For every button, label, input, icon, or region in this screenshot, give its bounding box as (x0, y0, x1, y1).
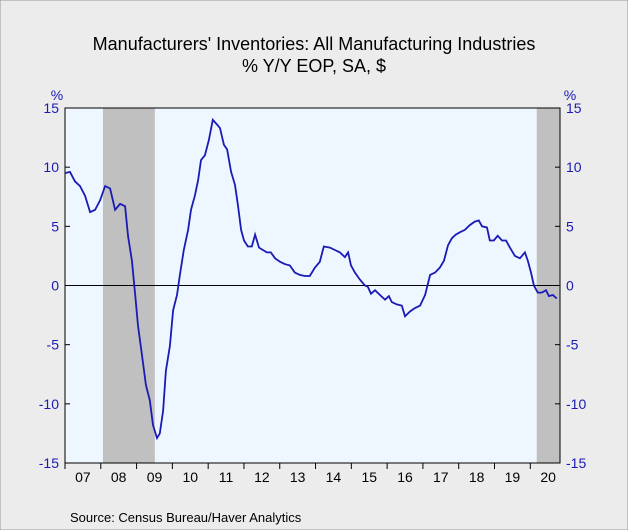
x-tick-label: 19 (505, 469, 521, 485)
source: Source: Census Bureau/Haver Analytics (70, 510, 302, 525)
y2-tick-label: 10 (566, 159, 582, 175)
x-tick-label: 13 (290, 469, 306, 485)
x-tick-label: 07 (75, 469, 91, 485)
x-tick-label: 11 (219, 469, 234, 485)
x-tick-label: 20 (540, 469, 556, 485)
chart-title: Manufacturers' Inventories: All Manufact… (93, 34, 536, 54)
x-tick-label: 16 (397, 469, 413, 485)
y-tick-label: 5 (51, 218, 59, 234)
y-tick-label: 10 (43, 159, 59, 175)
x-tick-label: 08 (111, 469, 127, 485)
x-tick-label: 12 (254, 469, 270, 485)
series-line (64, 117, 558, 441)
x-tick-label: 17 (433, 469, 449, 485)
y2-axis-label: % (564, 87, 576, 103)
y-axis-label: % (51, 87, 63, 103)
chart-subtitle: % Y/Y EOP, SA, $ (242, 56, 386, 76)
x-tick-label: 10 (182, 469, 198, 485)
y-tick-label: -5 (47, 337, 60, 353)
y-tick-label: -15 (39, 455, 59, 471)
x-tick-label: 09 (147, 469, 163, 485)
x-tick-label: 18 (469, 469, 485, 485)
y-tick-label: 0 (51, 278, 59, 294)
x-tick-label: 14 (326, 469, 342, 485)
y2-tick-label: 15 (566, 100, 582, 116)
x-tick-label: 15 (361, 469, 377, 485)
y-tick-label: -10 (39, 396, 59, 412)
y2-tick-label: -5 (566, 337, 579, 353)
y2-tick-label: -10 (566, 396, 586, 412)
y-tick-label: 15 (43, 100, 59, 116)
y2-tick-label: 5 (566, 218, 574, 234)
y2-tick-label: 0 (566, 278, 574, 294)
y2-tick-label: -15 (566, 455, 586, 471)
